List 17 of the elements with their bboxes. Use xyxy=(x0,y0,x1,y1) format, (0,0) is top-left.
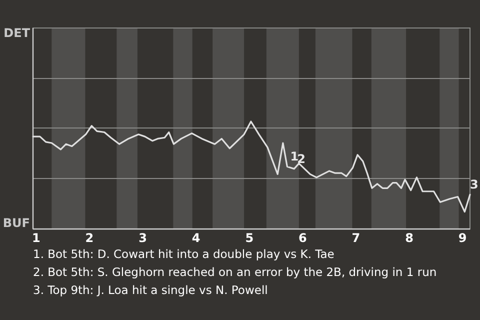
text: DET xyxy=(4,26,31,40)
annotation: 1 xyxy=(290,150,299,164)
x-tick-label: 1 xyxy=(32,231,40,245)
x-tick-label: 3 xyxy=(138,231,147,245)
x-tick-label: 6 xyxy=(298,231,307,245)
annotation: 3 xyxy=(470,178,478,192)
x-tick-label: 7 xyxy=(352,231,360,245)
x-tick-label: 4 xyxy=(192,231,200,245)
annotation: 2 xyxy=(297,152,306,166)
x-tick-label: 2 xyxy=(85,231,94,245)
x-tick-label: 5 xyxy=(245,231,254,245)
text: 1. Bot 5th: D. Cowart hit into a double play vs K. Tae xyxy=(33,247,334,261)
text: BUF xyxy=(2,216,30,230)
text: 3. Top 9th: J. Loa hit a single vs N. Powell xyxy=(33,283,268,297)
x-tick-label: 9 xyxy=(458,231,467,245)
x-tick-label: 8 xyxy=(405,231,414,245)
text: 2. Bot 5th: S. Gleghorn reached on an error by the 2B, driving in 1 run xyxy=(33,265,437,279)
